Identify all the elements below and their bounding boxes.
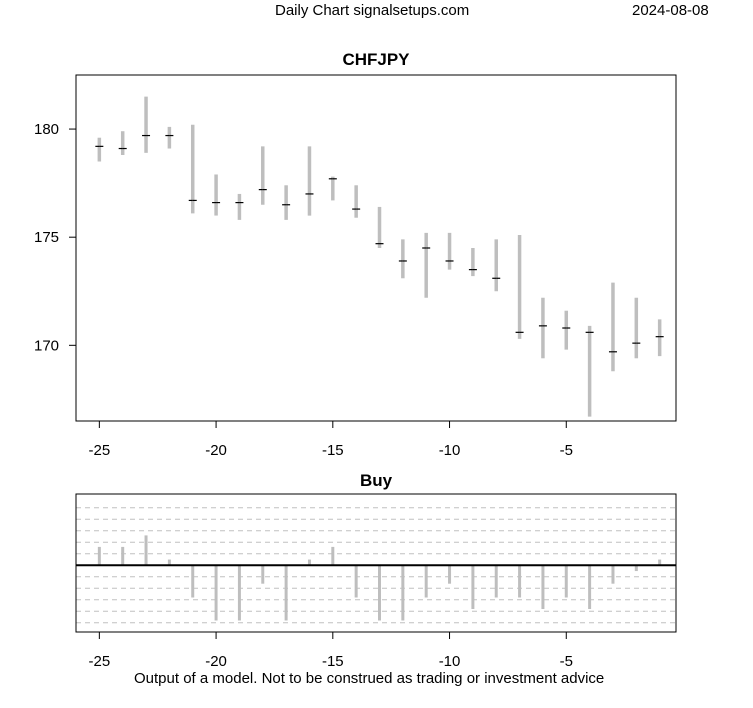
- x-tick-label: -10: [439, 442, 461, 459]
- price-chart-title: CHFJPY: [342, 50, 410, 69]
- x-tick-label: -25: [89, 653, 111, 670]
- price-plot-frame: [75, 74, 677, 422]
- y-tick-label: 175: [34, 229, 59, 246]
- x-tick-label: -5: [560, 653, 573, 670]
- y-tick-label: 170: [34, 337, 59, 354]
- disclaimer-text: Output of a model. Not to be construed a…: [134, 670, 605, 687]
- header-date: 2024-08-08: [632, 2, 709, 19]
- y-tick-label: 180: [34, 121, 59, 138]
- x-tick-label: -20: [205, 653, 227, 670]
- header-title: Daily Chart signalsetups.com: [275, 2, 470, 19]
- signal-chart-title: Buy: [360, 471, 393, 490]
- x-tick-label: -10: [439, 653, 461, 670]
- x-tick-label: -25: [89, 442, 111, 459]
- x-tick-label: -15: [322, 442, 344, 459]
- price-chart: CHFJPY 170 175 180 -25 -20 -15 -10 -5: [34, 50, 677, 459]
- signal-plot-frame: [75, 493, 677, 633]
- x-tick-label: -15: [322, 653, 344, 670]
- x-tick-label: -20: [205, 442, 227, 459]
- x-tick-label: -5: [560, 442, 573, 459]
